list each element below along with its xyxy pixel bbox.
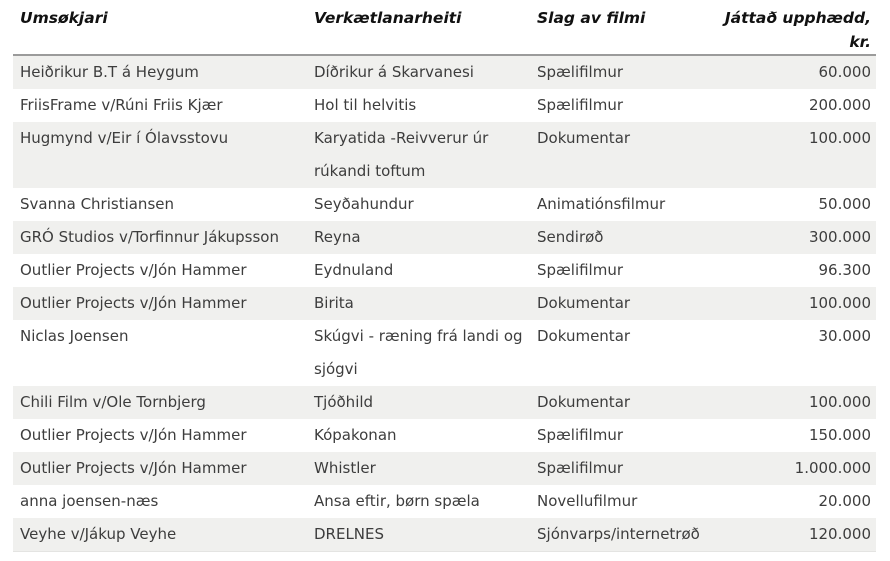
table-row: anna joensen-næs Ansa eftir, børn spæla … bbox=[13, 485, 876, 518]
cell-applicant: FriisFrame v/Rúni Friis Kjær bbox=[20, 96, 223, 114]
table-row: Veyhe v/Jákup Veyhe DRELNES Sjónvarps/in… bbox=[13, 518, 876, 552]
cell-applicant: Veyhe v/Jákup Veyhe bbox=[20, 525, 177, 543]
cell-film-type: Novellufilmur bbox=[537, 492, 638, 510]
column-header-film-type: Slag av filmi bbox=[537, 0, 722, 56]
cell-film-type: Dokumentar bbox=[537, 294, 631, 312]
cell-film-type: Dokumentar bbox=[537, 129, 631, 147]
table-row: GRÓ Studios v/Torfinnur Jákupsson Reyna … bbox=[13, 221, 876, 254]
cell-applicant: Outlier Projects v/Jón Hammer bbox=[20, 459, 247, 477]
cell-film-type: Spælifilmur bbox=[537, 459, 624, 477]
table-header: Umsøkjari Verkætlanarheiti Slag av filmi… bbox=[13, 0, 876, 56]
cell-amount: 60.000 bbox=[818, 63, 872, 81]
cell-film-type: Spælifilmur bbox=[537, 96, 624, 114]
cell-applicant: anna joensen-næs bbox=[20, 492, 159, 510]
table-row: Outlier Projects v/Jón Hammer Eydnuland … bbox=[13, 254, 876, 287]
table-row: Outlier Projects v/Jón Hammer Whistler S… bbox=[13, 452, 876, 485]
table-row: Heiðrikur B.T á Heygum Díðrikur á Skarva… bbox=[13, 55, 876, 89]
cell-project-title: Seyðahundur bbox=[314, 195, 414, 213]
cell-applicant: Outlier Projects v/Jón Hammer bbox=[20, 261, 247, 279]
cell-film-type: Spælifilmur bbox=[537, 63, 624, 81]
cell-film-type: Animatiónsfilmur bbox=[537, 195, 666, 213]
cell-project-title: Tjóðhild bbox=[314, 393, 374, 411]
cell-film-type: Sendirøð bbox=[537, 228, 604, 246]
cell-amount: 96.300 bbox=[818, 261, 872, 279]
cell-applicant: Svanna Christiansen bbox=[20, 195, 174, 213]
cell-amount: 20.000 bbox=[818, 492, 872, 510]
cell-film-type: Sjónvarps/internetrøð bbox=[537, 525, 700, 543]
cell-project-title: Birita bbox=[314, 294, 354, 312]
cell-project-title: Hol til helvitis bbox=[314, 96, 417, 114]
cell-amount: 100.000 bbox=[808, 393, 871, 411]
cell-project-title: Ansa eftir, børn spæla bbox=[314, 492, 480, 510]
cell-amount: 150.000 bbox=[808, 426, 871, 444]
cell-amount: 100.000 bbox=[808, 294, 871, 312]
cell-film-type: Spælifilmur bbox=[537, 426, 624, 444]
cell-applicant: Outlier Projects v/Jón Hammer bbox=[20, 294, 247, 312]
column-header-granted-amount: Játtað upphædd, kr. bbox=[722, 0, 876, 56]
cell-project-title: DRELNES bbox=[314, 525, 385, 543]
table-row: Svanna Christiansen Seyðahundur Animatió… bbox=[13, 188, 876, 221]
cell-applicant: Heiðrikur B.T á Heygum bbox=[20, 63, 199, 81]
table-row: Chili Film v/Ole Tornbjerg Tjóðhild Doku… bbox=[13, 386, 876, 419]
column-header-applicant: Umsøkjari bbox=[13, 0, 314, 56]
cell-project-title: Whistler bbox=[314, 459, 376, 477]
cell-film-type: Dokumentar bbox=[537, 393, 631, 411]
cell-applicant: Outlier Projects v/Jón Hammer bbox=[20, 426, 247, 444]
table-row: Niclas Joensen Skúgvi - ræning frá landi… bbox=[13, 320, 876, 386]
cell-project-title: Kópakonan bbox=[314, 426, 397, 444]
table-row: Outlier Projects v/Jón Hammer Kópakonan … bbox=[13, 419, 876, 452]
table-row: Outlier Projects v/Jón Hammer Birita Dok… bbox=[13, 287, 876, 320]
cell-amount: 200.000 bbox=[808, 96, 871, 114]
cell-project-title: Díðrikur á Skarvanesi bbox=[314, 63, 474, 81]
cell-film-type: Dokumentar bbox=[537, 327, 631, 345]
cell-film-type: Spælifilmur bbox=[537, 261, 624, 279]
table-body: Heiðrikur B.T á Heygum Díðrikur á Skarva… bbox=[13, 55, 876, 552]
film-grants-table: Umsøkjari Verkætlanarheiti Slag av filmi… bbox=[13, 0, 876, 552]
cell-applicant: Niclas Joensen bbox=[20, 327, 129, 345]
cell-amount: 300.000 bbox=[808, 228, 871, 246]
cell-project-title: Karyatida -Reivverur úr rúkandi toftum bbox=[314, 129, 489, 180]
cell-amount: 100.000 bbox=[808, 129, 871, 147]
table-row: Hugmynd v/Eir í Ólavsstovu Karyatida -Re… bbox=[13, 122, 876, 188]
cell-amount: 30.000 bbox=[818, 327, 872, 345]
cell-amount: 120.000 bbox=[808, 525, 871, 543]
table-row: FriisFrame v/Rúni Friis Kjær Hol til hel… bbox=[13, 89, 876, 122]
cell-project-title: Skúgvi - ræning frá landi og sjógvi bbox=[314, 327, 523, 378]
cell-applicant: GRÓ Studios v/Torfinnur Jákupsson bbox=[20, 228, 279, 246]
cell-applicant: Hugmynd v/Eir í Ólavsstovu bbox=[20, 129, 229, 147]
cell-project-title: Reyna bbox=[314, 228, 361, 246]
column-header-project-title: Verkætlanarheiti bbox=[314, 0, 537, 56]
cell-applicant: Chili Film v/Ole Tornbjerg bbox=[20, 393, 206, 411]
header-row: Umsøkjari Verkætlanarheiti Slag av filmi… bbox=[13, 0, 876, 56]
cell-amount: 50.000 bbox=[818, 195, 872, 213]
cell-amount: 1.000.000 bbox=[794, 459, 871, 477]
cell-project-title: Eydnuland bbox=[314, 261, 394, 279]
